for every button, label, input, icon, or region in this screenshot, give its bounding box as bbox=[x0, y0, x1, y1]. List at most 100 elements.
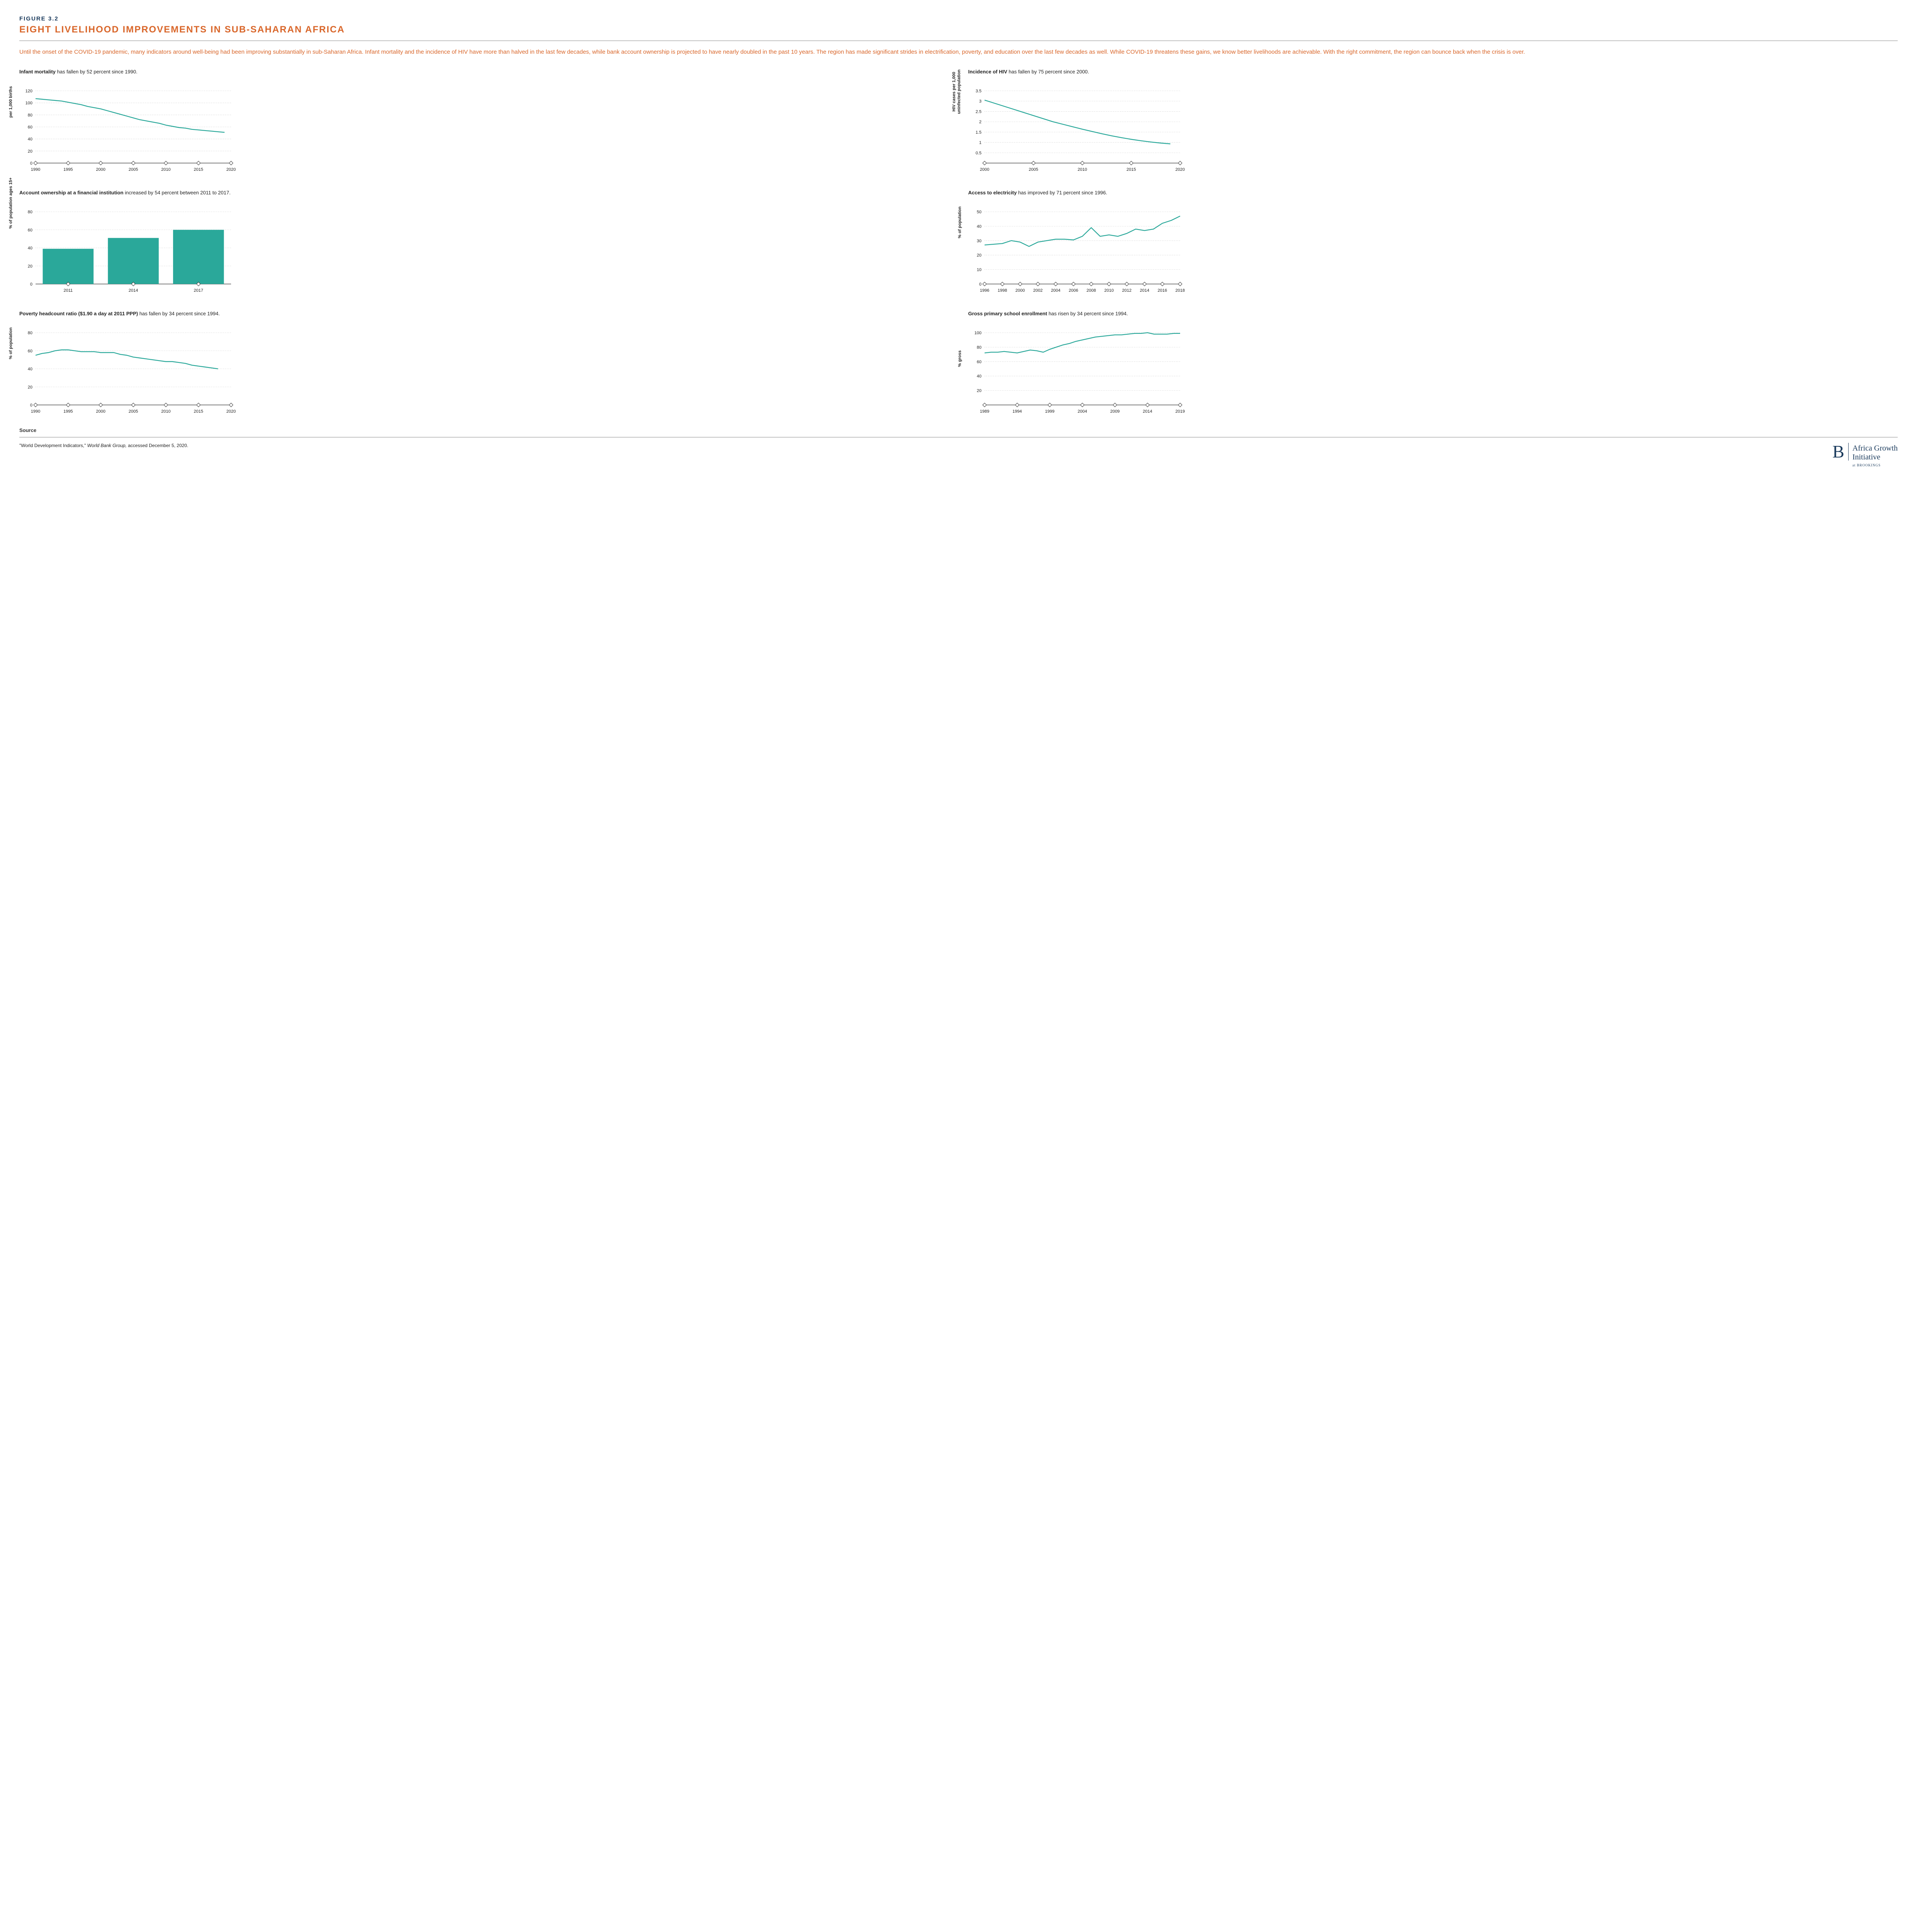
svg-text:2000: 2000 bbox=[1015, 288, 1024, 293]
svg-text:3.5: 3.5 bbox=[975, 89, 981, 94]
chart-title: Poverty headcount ratio ($1.90 a day at … bbox=[19, 310, 949, 324]
svg-text:2014: 2014 bbox=[1143, 409, 1152, 414]
svg-text:0.5: 0.5 bbox=[975, 151, 981, 155]
source-label: Source bbox=[19, 427, 1898, 433]
svg-text:2016: 2016 bbox=[1157, 288, 1167, 293]
chart-hiv: Incidence of HIV has fallen by 75 percen… bbox=[968, 68, 1898, 175]
svg-text:40: 40 bbox=[28, 246, 32, 250]
chart-title: Gross primary school enrollment has rise… bbox=[968, 310, 1898, 324]
svg-text:0: 0 bbox=[30, 161, 32, 166]
svg-text:40: 40 bbox=[28, 137, 32, 141]
chart-svg: 204060801001989199419992004200920142019 bbox=[968, 330, 1185, 417]
svg-text:0: 0 bbox=[30, 403, 32, 408]
svg-text:2011: 2011 bbox=[64, 288, 73, 293]
svg-text:1989: 1989 bbox=[980, 409, 989, 414]
svg-text:1994: 1994 bbox=[1012, 409, 1022, 414]
svg-text:2004: 2004 bbox=[1077, 409, 1087, 414]
svg-text:20: 20 bbox=[976, 388, 981, 393]
svg-text:2020: 2020 bbox=[1175, 167, 1184, 172]
svg-text:2015: 2015 bbox=[194, 167, 203, 172]
chart-svg: 0.511.522.533.520002005201020152020 bbox=[968, 88, 1185, 175]
y-axis-label: % of population bbox=[9, 327, 13, 359]
svg-text:1999: 1999 bbox=[1045, 409, 1054, 414]
svg-text:100: 100 bbox=[974, 331, 981, 335]
svg-text:3: 3 bbox=[979, 99, 981, 104]
svg-text:30: 30 bbox=[976, 238, 981, 243]
intro-paragraph: Until the onset of the COVID-19 pandemic… bbox=[19, 48, 1898, 57]
chart-svg: 0 20 40 60 80 100 120 1990 1995 2000 2005 2010 2015 2… bbox=[19, 88, 236, 175]
chart-title: Access to electricity has improved by 71… bbox=[968, 189, 1898, 203]
y-axis-label: % of population ages 15+ bbox=[9, 178, 13, 229]
svg-text:2000: 2000 bbox=[980, 167, 989, 172]
svg-text:20: 20 bbox=[28, 385, 32, 389]
chart-electricity: Access to electricity has improved by 71… bbox=[968, 189, 1898, 296]
svg-text:1990: 1990 bbox=[31, 409, 40, 414]
svg-text:2005: 2005 bbox=[129, 409, 138, 414]
chart-wrap: % gross204060801001989199419992004200920… bbox=[968, 330, 1898, 417]
chart-svg: 020406080201120142017 bbox=[19, 209, 236, 296]
svg-text:20: 20 bbox=[28, 264, 32, 269]
chart-svg: 0102030405019961998200020022004200620082… bbox=[968, 209, 1185, 296]
svg-text:20: 20 bbox=[28, 149, 32, 153]
svg-text:2014: 2014 bbox=[129, 288, 138, 293]
logo-letter: B bbox=[1832, 443, 1849, 461]
svg-text:1996: 1996 bbox=[980, 288, 989, 293]
chart-wrap: % of population ages 15+0204060802011201… bbox=[19, 209, 949, 296]
svg-text:60: 60 bbox=[28, 125, 32, 129]
brookings-logo: B Africa Growth Initiative at BROOKINGS bbox=[1832, 443, 1898, 467]
svg-text:1.5: 1.5 bbox=[975, 130, 981, 134]
charts-grid: Infant mortality has fallen by 52 percen… bbox=[19, 68, 1898, 417]
chart-poverty: Poverty headcount ratio ($1.90 a day at … bbox=[19, 310, 949, 417]
svg-text:2018: 2018 bbox=[1175, 288, 1184, 293]
chart-wrap: % of population0204060801990199520002005… bbox=[19, 330, 949, 417]
y-axis-label: % gross bbox=[958, 350, 962, 367]
svg-text:0: 0 bbox=[30, 282, 32, 287]
svg-text:100: 100 bbox=[26, 101, 32, 105]
svg-text:1990: 1990 bbox=[31, 167, 40, 172]
svg-text:1998: 1998 bbox=[997, 288, 1007, 293]
svg-text:60: 60 bbox=[28, 228, 32, 232]
svg-text:2015: 2015 bbox=[1126, 167, 1136, 172]
svg-text:2005: 2005 bbox=[129, 167, 138, 172]
svg-text:2004: 2004 bbox=[1051, 288, 1060, 293]
svg-text:2005: 2005 bbox=[1029, 167, 1038, 172]
svg-text:10: 10 bbox=[976, 267, 981, 272]
chart-school: Gross primary school enrollment has rise… bbox=[968, 310, 1898, 417]
svg-text:60: 60 bbox=[28, 349, 32, 353]
svg-text:80: 80 bbox=[28, 113, 32, 117]
figure-title: EIGHT LIVELIHOOD IMPROVEMENTS IN SUB-SAH… bbox=[19, 24, 1898, 35]
chart-title: Incidence of HIV has fallen by 75 percen… bbox=[968, 68, 1898, 82]
svg-text:40: 40 bbox=[976, 224, 981, 229]
chart-wrap: % of population0102030405019961998200020… bbox=[968, 209, 1898, 296]
chart-wrap: HIV cases per 1,000uninfected population… bbox=[968, 88, 1898, 175]
y-axis-label: % of population bbox=[958, 206, 962, 238]
figure-label: FIGURE 3.2 bbox=[19, 15, 1898, 22]
y-axis-label: per 1,000 births bbox=[9, 86, 13, 117]
svg-text:2000: 2000 bbox=[96, 167, 105, 172]
svg-text:120: 120 bbox=[26, 89, 32, 94]
logo-sub: at BROOKINGS bbox=[1852, 463, 1898, 467]
svg-text:2010: 2010 bbox=[1104, 288, 1113, 293]
svg-text:2.5: 2.5 bbox=[975, 109, 981, 114]
logo-text: Africa Growth Initiative at BROOKINGS bbox=[1852, 443, 1898, 467]
svg-text:2012: 2012 bbox=[1122, 288, 1131, 293]
svg-text:80: 80 bbox=[28, 210, 32, 214]
svg-text:2014: 2014 bbox=[1140, 288, 1149, 293]
svg-text:1995: 1995 bbox=[63, 409, 73, 414]
chart-infant_mortality: Infant mortality has fallen by 52 percen… bbox=[19, 68, 949, 175]
svg-text:50: 50 bbox=[976, 210, 981, 214]
source-citation: "World Development Indicators," World Ba… bbox=[19, 443, 188, 448]
svg-text:2002: 2002 bbox=[1033, 288, 1042, 293]
svg-text:40: 40 bbox=[976, 374, 981, 379]
svg-text:2019: 2019 bbox=[1175, 409, 1184, 414]
svg-text:2010: 2010 bbox=[161, 167, 170, 172]
svg-text:80: 80 bbox=[28, 331, 32, 335]
logo-line2: Initiative bbox=[1852, 453, 1898, 462]
svg-text:2010: 2010 bbox=[161, 409, 170, 414]
svg-text:40: 40 bbox=[28, 367, 32, 371]
svg-text:0: 0 bbox=[979, 282, 981, 287]
chart-account_ownership: Account ownership at a financial institu… bbox=[19, 189, 949, 296]
svg-text:1995: 1995 bbox=[63, 167, 73, 172]
svg-text:2020: 2020 bbox=[226, 167, 236, 172]
footer: "World Development Indicators," World Ba… bbox=[19, 443, 1898, 467]
